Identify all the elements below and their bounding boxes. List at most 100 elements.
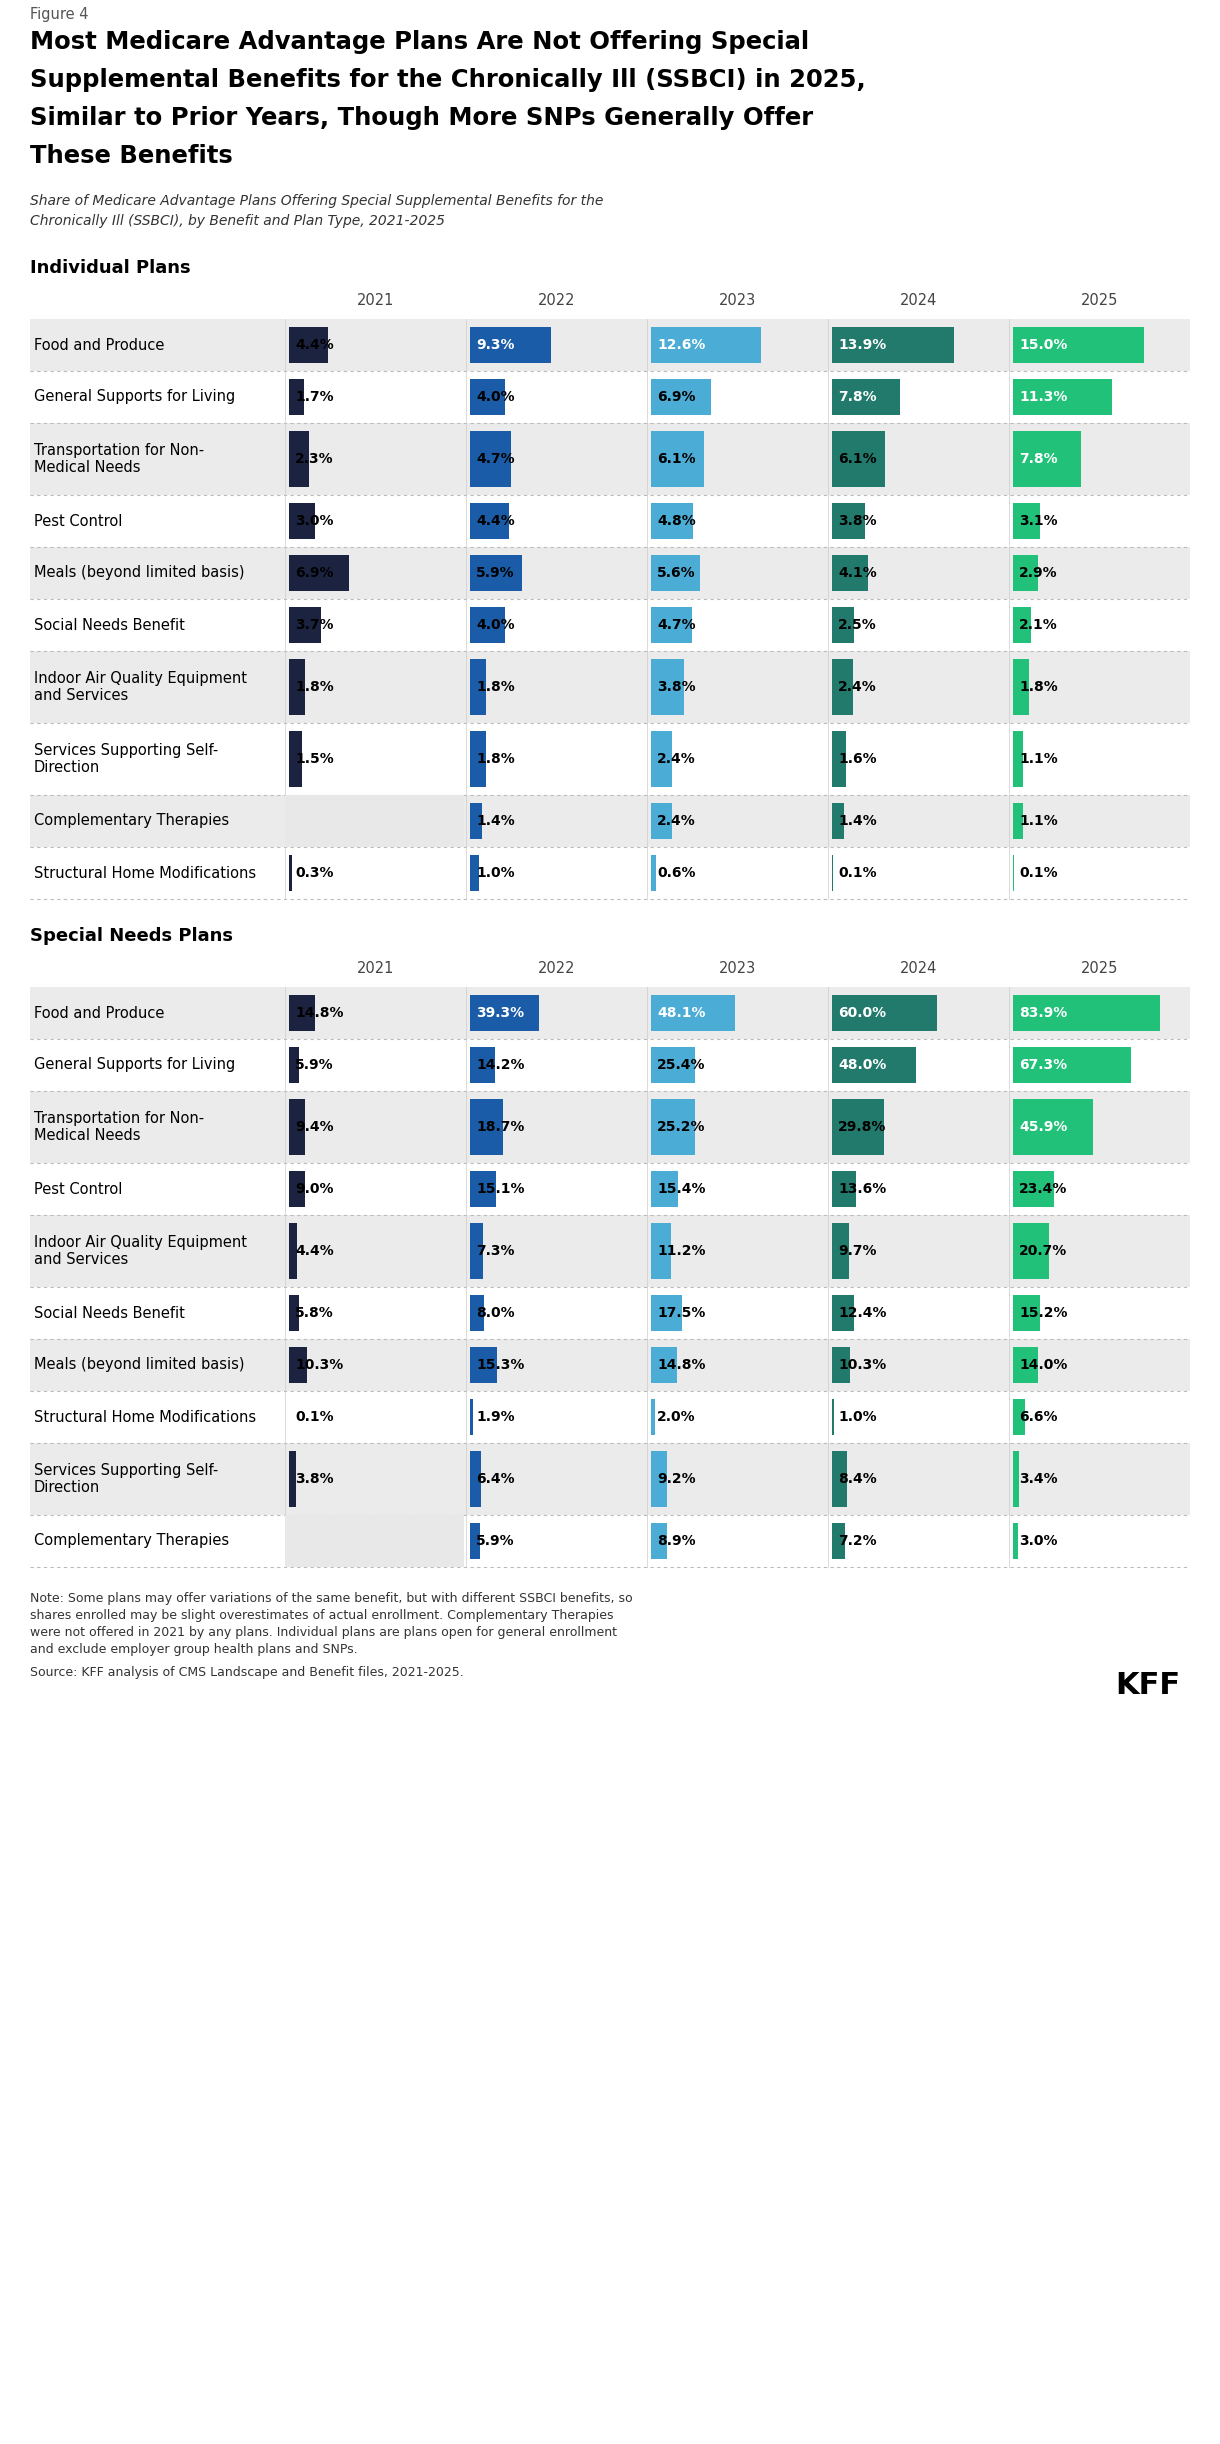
Bar	[30, 650, 1190, 723]
Text: 3.8%: 3.8%	[658, 679, 695, 694]
Text: 2.3%: 2.3%	[295, 452, 333, 467]
Text: shares enrolled may be slight overestimates of actual enrollment. Complementary : shares enrolled may be slight overestima…	[30, 1608, 614, 1623]
Bar	[30, 1288, 1190, 1339]
Text: 2021: 2021	[356, 960, 394, 975]
Text: 2.4%: 2.4%	[658, 814, 695, 829]
Bar	[289, 606, 321, 643]
Bar	[1013, 1398, 1025, 1435]
Bar	[30, 320, 1190, 371]
Bar	[470, 379, 505, 415]
Text: Pest Control: Pest Control	[34, 1180, 122, 1198]
Bar	[1013, 327, 1144, 364]
Text: 2.4%: 2.4%	[838, 679, 877, 694]
Text: 67.3%: 67.3%	[1019, 1058, 1068, 1073]
Bar	[651, 855, 656, 892]
Bar	[289, 1046, 299, 1083]
Bar	[832, 430, 886, 486]
Text: 1.4%: 1.4%	[838, 814, 877, 829]
Text: 11.2%: 11.2%	[658, 1244, 705, 1259]
Text: 9.4%: 9.4%	[295, 1119, 333, 1134]
Text: 18.7%: 18.7%	[476, 1119, 525, 1134]
Text: 17.5%: 17.5%	[658, 1305, 705, 1320]
Bar	[289, 1171, 305, 1207]
Bar	[289, 430, 309, 486]
Text: 4.8%: 4.8%	[658, 513, 695, 528]
Bar	[470, 1295, 484, 1332]
Text: Indoor Air Quality Equipment
and Services: Indoor Air Quality Equipment and Service…	[34, 1234, 246, 1266]
Bar	[470, 855, 478, 892]
Text: 14.0%: 14.0%	[1019, 1359, 1068, 1371]
Text: 15.2%: 15.2%	[1019, 1305, 1068, 1320]
Text: Food and Produce: Food and Produce	[34, 337, 165, 352]
Bar	[1013, 1295, 1039, 1332]
Bar	[651, 1398, 654, 1435]
Bar	[832, 1295, 854, 1332]
Text: 15.1%: 15.1%	[476, 1183, 525, 1195]
Bar	[285, 1515, 464, 1567]
Text: 6.6%: 6.6%	[1019, 1410, 1058, 1425]
Text: 2023: 2023	[719, 293, 756, 308]
Bar	[30, 547, 1190, 599]
Text: 2021: 2021	[356, 293, 394, 308]
Bar	[651, 503, 693, 540]
Text: 1.8%: 1.8%	[476, 753, 515, 765]
Bar	[651, 1295, 682, 1332]
Text: 1.8%: 1.8%	[476, 679, 515, 694]
Bar	[1013, 804, 1022, 838]
Bar	[289, 995, 315, 1031]
Text: 7.8%: 7.8%	[1019, 452, 1058, 467]
Bar	[30, 1215, 1190, 1288]
Text: 3.8%: 3.8%	[838, 513, 877, 528]
Bar	[470, 1222, 483, 1278]
Text: 48.0%: 48.0%	[838, 1058, 887, 1073]
Bar	[651, 1171, 678, 1207]
Text: 4.4%: 4.4%	[476, 513, 515, 528]
Text: 9.7%: 9.7%	[838, 1244, 876, 1259]
Text: 0.1%: 0.1%	[1019, 865, 1058, 880]
Bar	[832, 555, 867, 591]
Bar	[651, 804, 672, 838]
Bar	[1013, 430, 1081, 486]
Text: Chronically Ill (SSBCI), by Benefit and Plan Type, 2021-2025: Chronically Ill (SSBCI), by Benefit and …	[30, 215, 445, 227]
Text: 2024: 2024	[900, 293, 937, 308]
Text: were not offered in 2021 by any plans. Individual plans are plans open for gener: were not offered in 2021 by any plans. I…	[30, 1625, 617, 1640]
Text: 12.6%: 12.6%	[658, 337, 705, 352]
Text: 0.1%: 0.1%	[838, 865, 877, 880]
Text: 5.9%: 5.9%	[476, 1535, 515, 1547]
Text: 1.1%: 1.1%	[1019, 753, 1058, 765]
Text: Services Supporting Self-
Direction: Services Supporting Self- Direction	[34, 743, 218, 775]
Bar	[832, 1452, 847, 1508]
Bar	[470, 430, 511, 486]
Text: 7.3%: 7.3%	[476, 1244, 515, 1259]
Text: 2.0%: 2.0%	[658, 1410, 695, 1425]
Bar	[30, 1090, 1190, 1163]
Text: 14.8%: 14.8%	[658, 1359, 705, 1371]
Text: 4.0%: 4.0%	[476, 391, 515, 403]
Text: 0.3%: 0.3%	[295, 865, 333, 880]
Bar	[470, 660, 486, 716]
Text: 7.2%: 7.2%	[838, 1535, 877, 1547]
Text: 25.2%: 25.2%	[658, 1119, 705, 1134]
Bar	[832, 1222, 849, 1278]
Text: 1.0%: 1.0%	[838, 1410, 877, 1425]
Text: 1.1%: 1.1%	[1019, 814, 1058, 829]
Text: 6.4%: 6.4%	[476, 1471, 515, 1486]
Bar	[1013, 995, 1160, 1031]
Bar	[289, 1100, 305, 1156]
Text: 2025: 2025	[1081, 293, 1119, 308]
Bar	[470, 1046, 495, 1083]
Bar	[832, 731, 845, 787]
Bar	[1013, 1523, 1019, 1559]
Text: 11.3%: 11.3%	[1019, 391, 1068, 403]
Text: Note: Some plans may offer variations of the same benefit, but with different SS: Note: Some plans may offer variations of…	[30, 1591, 633, 1606]
Text: 2.4%: 2.4%	[658, 753, 695, 765]
Text: 0.6%: 0.6%	[658, 865, 695, 880]
Bar	[651, 1452, 667, 1508]
Bar	[832, 327, 954, 364]
Bar	[832, 1171, 855, 1207]
Text: Services Supporting Self-
Direction: Services Supporting Self- Direction	[34, 1464, 218, 1496]
Bar	[289, 855, 292, 892]
Text: 45.9%: 45.9%	[1019, 1119, 1068, 1134]
Text: and exclude employer group health plans and SNPs.: and exclude employer group health plans …	[30, 1642, 357, 1657]
Bar	[30, 1163, 1190, 1215]
